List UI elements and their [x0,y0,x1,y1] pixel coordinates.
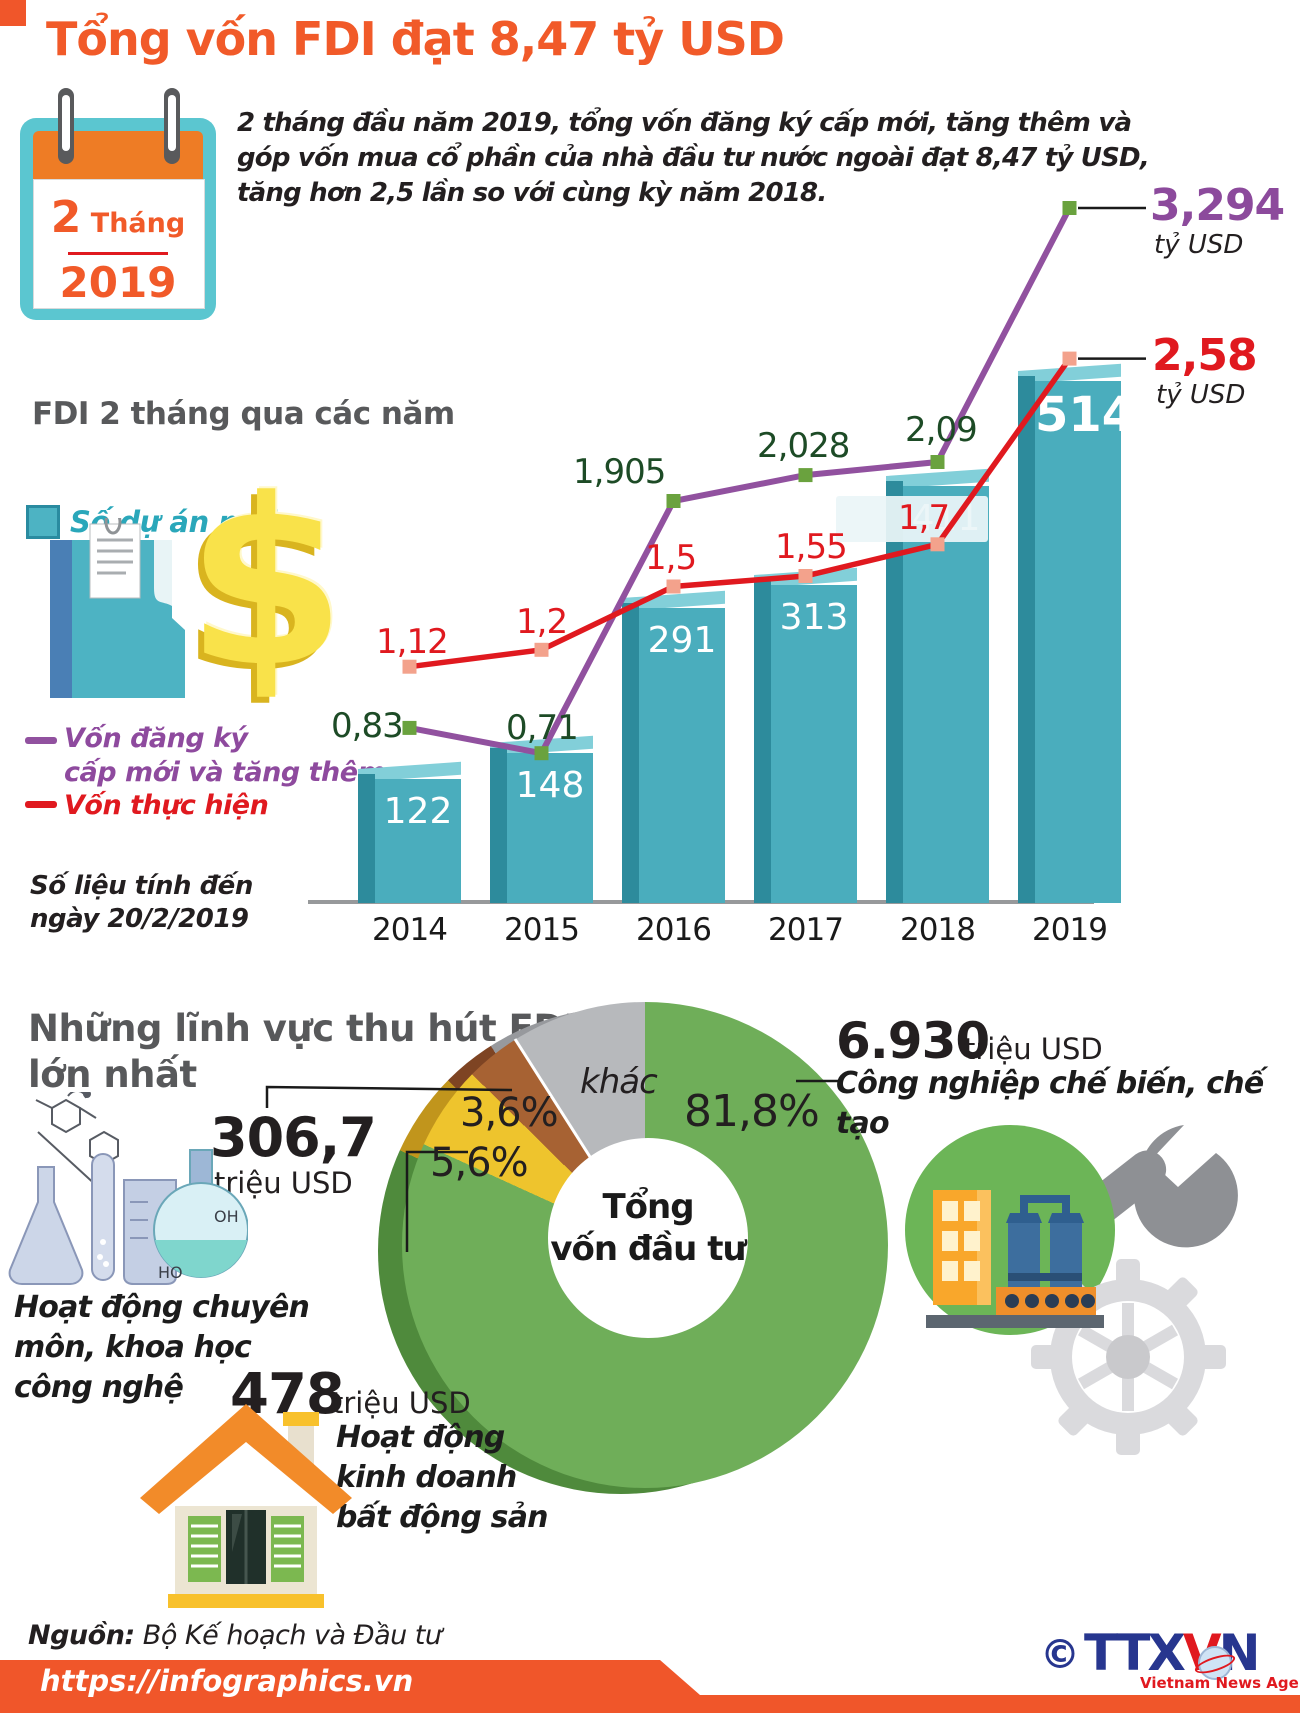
house-icon [140,1404,352,1608]
science-value: 306,7 [210,1106,377,1169]
agency-name: Vietnam News Agency [1140,1674,1300,1692]
bar-2019: 514 [1018,363,1136,903]
footnote-line-1: Số liệu tính đến [30,871,253,901]
line-point-label: 2,028 [757,426,850,466]
realestate-name-line-1: Hoạt động [336,1420,505,1455]
line-point-label: 1,5 [645,538,697,578]
copyright-icon: © [1040,1632,1080,1678]
realestate-name: Hoạt động kinh doanh bất động sản [336,1418,549,1538]
sector-title-line-1: Những lĩnh vực thu hút FDI [28,1007,577,1050]
legend-purple-label: Vốn đăng ký cấp mới và tăng thêm [64,722,386,790]
science-name-line-1: Hoạt động chuyên [14,1290,310,1325]
line-point-label: 1,2 [516,602,568,642]
slice-label-other: khác [580,1062,658,1102]
legend-red-label: Vốn thực hiện [64,790,269,821]
science-name-line-2: môn, khoa học [14,1330,252,1365]
x-tick-2019: 2019 [1032,912,1108,948]
x-tick-2018: 2018 [900,912,976,948]
bar-2014: 122 [358,761,461,903]
calendar-divider [68,252,168,255]
realestate-name-line-3: bất động sản [336,1500,549,1535]
x-tick-2016: 2016 [636,912,712,948]
slice-pct-science: 3,6% [460,1090,559,1136]
ttxvn-logo: © TTXVN Vietnam News Agency [1040,1624,1300,1692]
footnote-line-2: ngày 20/2/2019 [30,904,249,934]
realestate-name-line-2: kinh doanh [336,1460,517,1495]
line-point-label: 0,83 [331,706,404,746]
intro-line-3: tăng hơn 2,5 lần so với cùng kỳ năm 2018… [237,178,827,208]
bar-value-label: 148 [515,765,585,806]
line-point-label: 2,09 [905,410,978,450]
corner-accent-square [0,0,26,26]
legend-bar-swatch [26,505,60,539]
line-point-label: 0,71 [506,708,579,748]
source-text: Bộ Kế hoạch và Đầu tư [134,1620,442,1651]
calendar-month-label: Tháng [90,208,186,239]
calendar-ring-icon [58,88,74,164]
purple-endpoint-unit: tỷ USD [1154,230,1244,260]
line-point-label: 1,7 [898,498,950,538]
source-label: Nguồn: [28,1620,135,1651]
bar-value-label: 291 [647,620,717,661]
x-tick-2015: 2015 [504,912,580,948]
chemistry-flasks-icon: HO OH [8,1092,248,1285]
legend-purple-line-2: cấp mới và tăng thêm [64,757,386,788]
legend-purple-line-1: Vốn đăng ký [64,723,248,754]
globe-icon [1198,1646,1232,1680]
sector-section-title: Những lĩnh vực thu hút FDI lớn nhất [28,1006,577,1098]
manufacturing-unit: triệu USD [964,1032,1103,1066]
intro-line-2: góp vốn mua cổ phần của nhà đầu tư nước … [237,143,1150,173]
donut-center: Tổng vốn đầu tư [548,1138,748,1338]
donut-center-line-2: vốn đầu tư [550,1229,746,1269]
calendar-year: 2019 [59,258,177,307]
bar-2017: 313 [754,567,857,903]
calendar-month-number: 2 [50,192,82,243]
legend-purple-dash-icon [25,737,57,744]
chart-footnote: Số liệu tính đến ngày 20/2/2019 [30,870,253,936]
line-point-label: 1,12 [376,622,449,662]
factory-icon [905,1125,1238,1455]
svg-text:HO: HO [158,1263,183,1282]
dollar-icon: $ [186,451,347,718]
red-endpoint-value: 2,58 [1152,330,1258,381]
sector-title-line-2: lớn nhất [28,1053,197,1096]
bar-value-label: 122 [383,791,453,832]
legend-red-dash-icon [25,801,57,808]
ttxvn-letters: TTXVN [1084,1624,1260,1682]
x-tick-2017: 2017 [768,912,844,948]
manufacturing-name: Công nghiệp chế biến, chế tạo [836,1066,1264,1141]
science-name-line-3: công nghệ [14,1370,184,1405]
slice-pct-manufacturing: 81,8% [684,1086,820,1137]
page-title: Tổng vốn FDI đạt 8,47 tỷ USD [46,12,785,66]
manufacturing-value: 6.930 [836,1012,990,1070]
calendar-month: 2 Tháng [33,192,203,243]
folder-icon [50,518,185,698]
bar-value-label: 514 [1035,387,1136,443]
calendar-body [33,179,205,309]
x-tick-2014: 2014 [372,912,448,948]
science-name: Hoạt động chuyên môn, khoa học công nghệ [14,1288,310,1408]
purple-endpoint-value: 3,294 [1150,180,1285,231]
donut-center-line-1: Tổng [602,1187,694,1227]
source-credit: Nguồn: Bộ Kế hoạch và Đầu tư [28,1620,442,1651]
chart-title: FDI 2 tháng qua các năm [32,396,455,432]
science-unit: triệu USD [214,1166,353,1200]
ttx-text: TTX [1084,1624,1186,1682]
site-url-link[interactable]: https://infographics.vn [40,1664,414,1698]
line-point-label: 1,905 [573,452,666,492]
intro-line-1: 2 tháng đầu năm 2019, tổng vốn đăng ký c… [237,108,1132,138]
svg-text:OH: OH [214,1207,239,1226]
slice-pct-realestate: 5,6% [430,1140,529,1186]
bar-2015: 148 [490,735,593,903]
red-endpoint-unit: tỷ USD [1156,380,1246,410]
bar-2016: 291 [622,590,725,903]
bar-value-label: 313 [779,597,849,638]
realestate-unit: triệu USD [332,1386,471,1420]
gear-icon [1031,1259,1226,1455]
line-point-label: 1,55 [775,527,848,567]
calendar-ring-icon [164,88,180,164]
